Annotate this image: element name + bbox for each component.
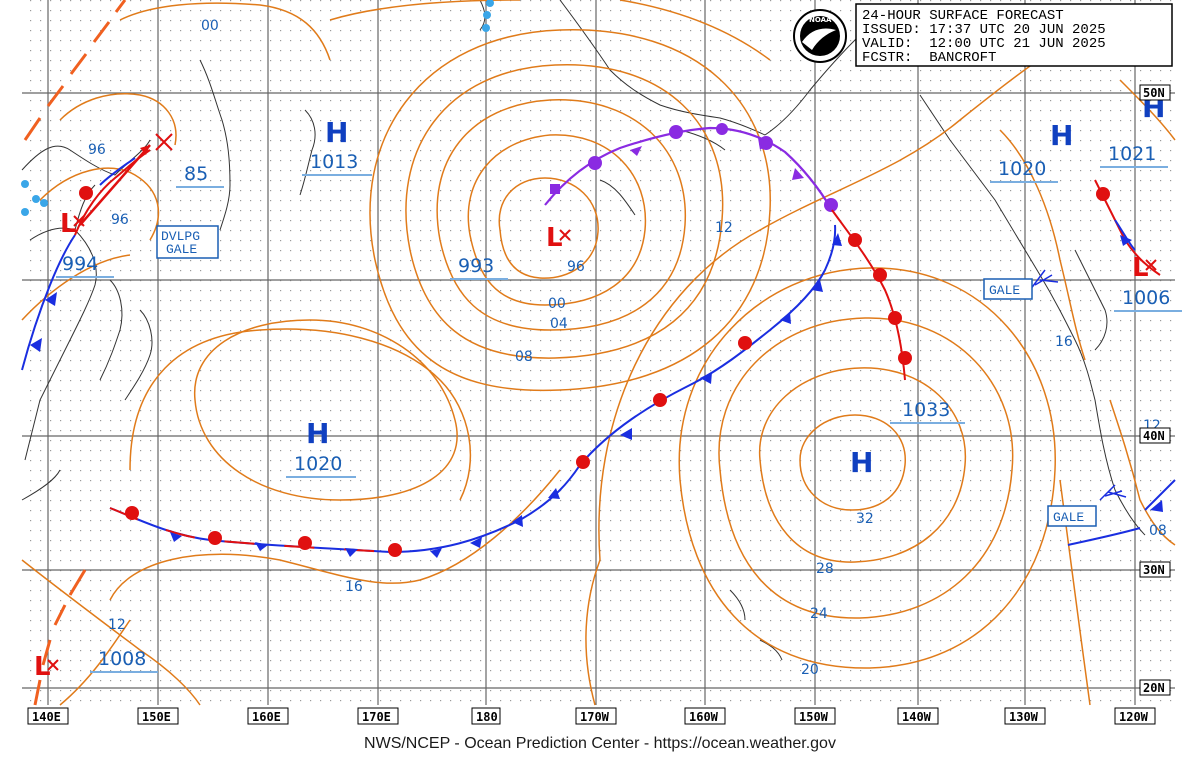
header-issued: ISSUED: 17:37 UTC 20 JUN 2025 xyxy=(862,22,1106,38)
isobar-1024-ring xyxy=(718,317,1014,619)
high-symbol: H xyxy=(1050,119,1073,152)
isobar-1032-ring xyxy=(799,414,906,511)
isobar-label: 00 xyxy=(201,18,219,34)
lon-label: 160E xyxy=(252,710,281,724)
header-forecaster: FCSTR: BANCROFT xyxy=(862,50,996,66)
center-value: 1020 xyxy=(998,158,1046,180)
low-symbol: L xyxy=(60,209,77,239)
isobar-1028-ring xyxy=(758,367,967,563)
low-symbol: L xyxy=(1132,253,1149,283)
isobar-label: 96 xyxy=(567,259,585,275)
isobar-label: 08 xyxy=(515,349,533,365)
isobar-label: 08 xyxy=(1149,523,1167,539)
fronts xyxy=(21,0,1176,706)
lon-label: 160W xyxy=(689,710,719,724)
lon-label: 130W xyxy=(1009,710,1039,724)
isobar-996-ring xyxy=(467,134,647,306)
lon-label: 150W xyxy=(799,710,829,724)
latitude-labels: 50N 40N 30N 20N xyxy=(1139,84,1171,696)
low-symbol: L xyxy=(546,223,563,253)
noaa-logo: NOAA xyxy=(793,9,847,63)
center-value: 1013 xyxy=(310,151,358,173)
isobar-label: 00 xyxy=(548,296,566,312)
lat-label: 20N xyxy=(1143,681,1165,695)
cold-front-west xyxy=(21,234,76,371)
warning-boxes: DVLPG GALE GALE GALE xyxy=(156,225,1097,527)
warning-label: DVLPG xyxy=(161,229,200,244)
center-value: 1021 xyxy=(1108,143,1156,165)
warm-front-east xyxy=(831,209,906,381)
isobar-label: 12 xyxy=(108,617,126,633)
dot-grid xyxy=(22,0,1175,705)
lon-label: 150E xyxy=(142,710,171,724)
warning-label: GALE xyxy=(1053,510,1084,525)
lon-label: 170W xyxy=(580,710,610,724)
center-value: 1006 xyxy=(1122,287,1170,309)
isobar-1016-ring xyxy=(598,19,1111,561)
isobar-label: 96 xyxy=(88,142,106,158)
credit-line: NWS/NCEP - Ocean Prediction Center - htt… xyxy=(364,735,836,752)
isobar-label: 28 xyxy=(816,561,834,577)
high-symbol: H xyxy=(850,446,873,479)
isobar-1012-west xyxy=(129,328,472,501)
isobar-1020-ring xyxy=(678,267,1056,669)
center-value: 994 xyxy=(62,253,98,275)
low-symbol: L xyxy=(34,652,51,682)
lon-label: 170E xyxy=(362,710,391,724)
lon-label: 120W xyxy=(1119,710,1149,724)
warning-label: GALE xyxy=(166,242,197,257)
isobar-label: 32 xyxy=(856,511,874,527)
isobar-992-ring xyxy=(498,177,599,279)
center-value: 85 xyxy=(184,163,208,185)
isobars xyxy=(21,0,1176,706)
isobar-label: 24 xyxy=(810,606,828,622)
isobar-label: 16 xyxy=(1055,334,1073,350)
lat-label: 40N xyxy=(1143,429,1165,443)
isobar-label: 04 xyxy=(550,316,568,332)
lon-label: 140E xyxy=(32,710,61,724)
isobar-1000-ring xyxy=(436,99,686,331)
pressure-values: 1013 1020 1033 1020 1021 994 993 1006 10… xyxy=(56,143,1182,673)
isobar-1016-high xyxy=(194,319,458,501)
isobar-label: 12 xyxy=(715,220,733,236)
lat-label: 50N xyxy=(1143,86,1165,100)
isobar-label: 96 xyxy=(111,212,129,228)
ice-dots xyxy=(21,0,494,216)
center-value: 1033 xyxy=(902,399,950,421)
logo-text: NOAA xyxy=(809,16,832,24)
graticule xyxy=(22,0,1175,705)
isobar-label: 20 xyxy=(801,662,819,678)
lon-label: 140W xyxy=(902,710,932,724)
header-title: 24-HOUR SURFACE FORECAST xyxy=(862,8,1064,24)
isobar-1008-ring xyxy=(369,29,771,392)
isobar-label: 16 xyxy=(345,579,363,595)
center-value: 1008 xyxy=(98,648,146,670)
forecast-header: 24-HOUR SURFACE FORECAST ISSUED: 17:37 U… xyxy=(855,3,1173,67)
center-value: 1020 xyxy=(294,453,342,475)
high-symbol: H xyxy=(325,116,348,149)
lat-label: 30N xyxy=(1143,563,1165,577)
longitude-labels: 140E 150E 160E 170E 180 170W 160W 150W 1… xyxy=(27,707,1156,725)
center-value: 993 xyxy=(458,255,494,277)
high-symbol: H xyxy=(306,417,329,450)
warning-label: GALE xyxy=(989,283,1020,298)
isobar-labels: 00 96 96 96 00 04 08 12 16 16 12 32 28 2… xyxy=(88,18,1167,678)
isobar-1004-ring xyxy=(405,64,724,359)
lon-label: 180 xyxy=(476,710,498,724)
header-valid: VALID: 12:00 UTC 21 JUN 2025 xyxy=(862,36,1106,52)
